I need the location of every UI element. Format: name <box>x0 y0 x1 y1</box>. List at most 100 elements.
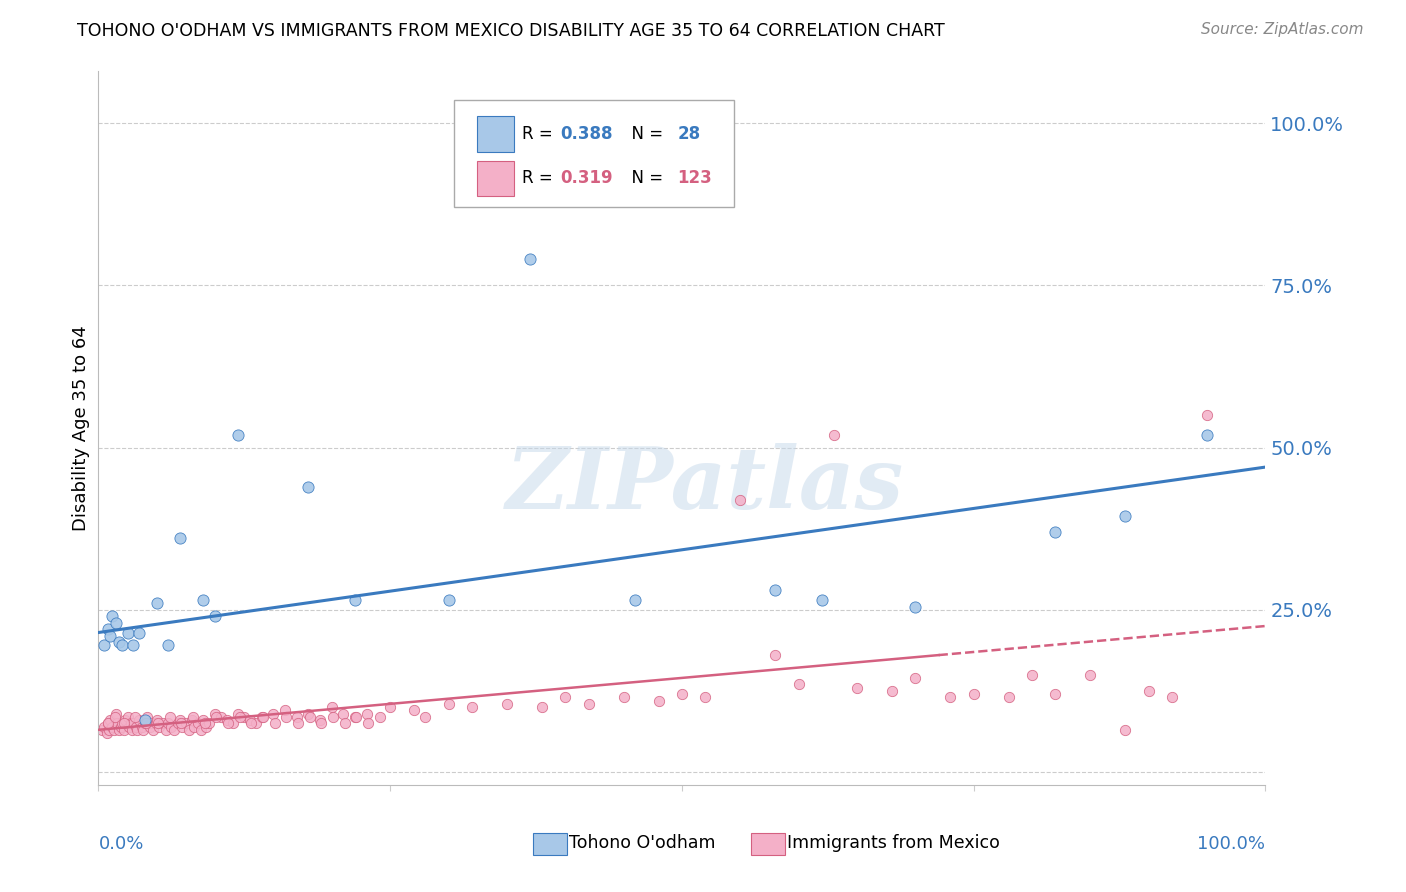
Point <box>128 713 150 727</box>
Point <box>252 710 274 724</box>
Point <box>233 710 256 724</box>
Point <box>105 716 128 731</box>
Point <box>904 671 927 685</box>
Point <box>880 684 903 698</box>
Point <box>262 706 284 721</box>
Text: Tohono O'odham: Tohono O'odham <box>569 834 716 852</box>
Text: 123: 123 <box>678 169 711 187</box>
Point <box>194 716 217 731</box>
Point <box>93 720 115 734</box>
Point <box>763 583 786 598</box>
Point <box>997 690 1019 705</box>
Point <box>437 697 460 711</box>
Point <box>240 716 263 731</box>
Point <box>139 720 162 734</box>
Point <box>344 593 367 607</box>
Point <box>134 713 156 727</box>
Point <box>811 593 834 607</box>
Point <box>239 713 262 727</box>
Point <box>166 716 188 731</box>
Point <box>904 599 927 614</box>
Y-axis label: Disability Age 35 to 64: Disability Age 35 to 64 <box>72 326 90 531</box>
Point <box>97 723 120 737</box>
Point <box>1114 723 1136 737</box>
Point <box>263 716 285 731</box>
Point <box>124 710 146 724</box>
Point <box>204 706 226 721</box>
Point <box>333 716 356 731</box>
Point <box>624 593 647 607</box>
Text: 0.0%: 0.0% <box>98 835 143 853</box>
Point <box>402 703 425 717</box>
Point <box>730 492 752 507</box>
Point <box>183 720 205 734</box>
Point <box>139 716 162 731</box>
Point <box>1114 508 1136 523</box>
Point <box>496 697 519 711</box>
Point <box>97 716 120 731</box>
Point <box>787 677 810 691</box>
Point <box>122 639 145 653</box>
Point <box>205 710 228 724</box>
Point <box>174 716 197 731</box>
Point <box>311 716 333 731</box>
Point <box>104 706 127 721</box>
Point <box>157 639 180 653</box>
FancyBboxPatch shape <box>477 161 513 196</box>
Point <box>170 716 193 731</box>
Point <box>142 723 165 737</box>
Point <box>763 648 786 663</box>
Point <box>187 716 209 731</box>
Point <box>250 710 273 724</box>
Point <box>97 716 120 731</box>
Point <box>172 720 194 734</box>
Text: 28: 28 <box>678 125 700 143</box>
Point <box>1045 687 1067 701</box>
Text: Immigrants from Mexico: Immigrants from Mexico <box>787 834 1000 852</box>
Point <box>169 532 191 546</box>
Point <box>519 252 541 267</box>
Text: 100.0%: 100.0% <box>1198 835 1265 853</box>
Point <box>101 720 124 734</box>
Point <box>90 723 112 737</box>
Point <box>1080 667 1102 681</box>
Point <box>146 596 169 610</box>
Point <box>380 700 402 714</box>
Point <box>695 690 717 705</box>
Point <box>194 720 217 734</box>
Text: Source: ZipAtlas.com: Source: ZipAtlas.com <box>1201 22 1364 37</box>
Point <box>332 706 354 721</box>
Point <box>136 710 159 724</box>
Point <box>228 427 250 442</box>
Point <box>344 710 367 724</box>
Point <box>1137 684 1160 698</box>
Point <box>962 687 984 701</box>
Point <box>159 720 181 734</box>
Point <box>1021 667 1043 681</box>
Point <box>146 716 169 731</box>
Point <box>117 710 139 724</box>
Point <box>169 713 191 727</box>
Point <box>344 710 367 724</box>
Point <box>181 710 204 724</box>
Point <box>846 681 869 695</box>
Point <box>93 639 115 653</box>
FancyBboxPatch shape <box>454 100 734 207</box>
Point <box>179 723 201 737</box>
Point <box>209 710 232 724</box>
Point <box>114 713 136 727</box>
Point <box>112 716 135 731</box>
Point <box>111 716 134 731</box>
Point <box>298 710 321 724</box>
Point <box>245 716 267 731</box>
Point <box>98 713 121 727</box>
Text: R =: R = <box>522 125 558 143</box>
Point <box>125 723 148 737</box>
Point <box>823 427 845 442</box>
Point <box>221 716 243 731</box>
Point <box>285 710 308 724</box>
Text: 0.388: 0.388 <box>561 125 613 143</box>
Point <box>217 716 239 731</box>
Point <box>98 629 121 643</box>
Point <box>155 723 177 737</box>
